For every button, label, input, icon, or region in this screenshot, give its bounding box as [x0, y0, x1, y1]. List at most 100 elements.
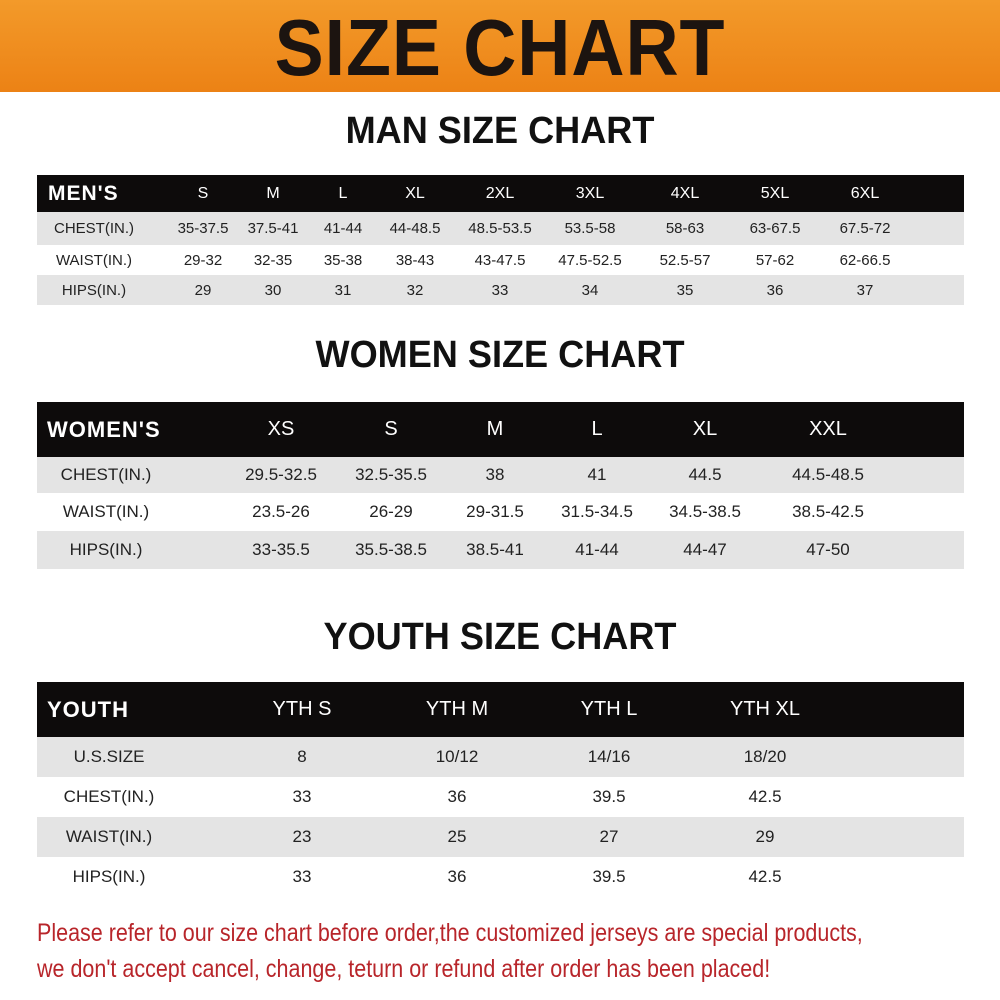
measurement-cell: 37.5-41: [247, 220, 299, 237]
size-header: 2XL: [485, 184, 515, 202]
women-section-title: WOMEN SIZE CHART: [315, 334, 685, 376]
size-header: XL: [692, 418, 718, 440]
size-header: 4XL: [670, 184, 700, 202]
measurement-cell: 44-48.5: [389, 220, 441, 237]
measurement-cell: 29-31.5: [466, 502, 524, 521]
measurement-cell: 43-47.5: [474, 251, 526, 269]
row-label: CHEST(IN.): [63, 787, 155, 806]
measurement-cell: 38.5-42.5: [792, 502, 864, 521]
measurement-cell: 29.5-32.5: [245, 465, 317, 484]
table-row: CHEST(IN.) 33 36 39.5 42.5: [37, 777, 964, 817]
measurement-cell: 44.5-48.5: [792, 465, 864, 484]
row-label: HIPS(IN.): [69, 540, 143, 559]
measurement-cell: 44.5: [688, 465, 722, 484]
table-title-cell: MEN'S: [48, 181, 119, 205]
measurement-cell: 29: [755, 827, 775, 846]
measurement-cell: 32.5-35.5: [355, 465, 427, 484]
table-header-row: YOUTH YTH S YTH M YTH L YTH XL: [37, 682, 964, 737]
measurement-cell: 35: [676, 281, 694, 299]
measurement-cell: 32: [406, 281, 424, 299]
measurement-cell: 35.5-38.5: [355, 540, 427, 559]
table-header-row: MEN'S S M L XL 2XL 3XL 4XL 5XL 6XL: [37, 175, 964, 212]
size-header: XS: [267, 418, 295, 440]
table-row: CHEST(IN.) 35-37.5 37.5-41 41-44 44-48.5 48.5…: [37, 212, 964, 245]
size-header: YTH L: [580, 698, 638, 720]
measurement-cell: 38-43: [395, 251, 435, 269]
measurement-cell: 47-50: [806, 540, 850, 559]
table-row: HIPS(IN.) 33 36 39.5 42.5: [37, 857, 964, 897]
measurement-cell: 67.5-72: [839, 220, 891, 237]
measurement-cell: 33: [292, 787, 312, 806]
measurement-cell: 25: [447, 827, 467, 846]
measurement-cell: 63-67.5: [749, 220, 801, 237]
size-header: L: [338, 184, 348, 202]
table-header-row: WOMEN'S XS S M L XL XXL: [37, 402, 964, 457]
size-header: L: [591, 418, 603, 440]
measurement-cell: 62-66.5: [839, 251, 891, 269]
row-label: HIPS(IN.): [72, 867, 146, 886]
table-row: WAIST(IN.) 23 25 27 29: [37, 817, 964, 857]
notice-line-2: we don't accept cancel, change, teturn o…: [37, 955, 771, 983]
measurement-cell: 34: [581, 281, 599, 299]
row-label: WAIST(IN.): [62, 502, 150, 521]
measurement-cell: 34.5-38.5: [669, 502, 741, 521]
table-row: U.S.SIZE 8 10/12 14/16 18/20: [37, 737, 964, 777]
table-row: HIPS(IN.) 29 30 31 32 33 34 35 36 37: [37, 275, 964, 305]
measurement-cell: 53.5-58: [564, 220, 616, 237]
size-header: M: [486, 418, 504, 440]
measurement-cell: 41: [587, 465, 607, 484]
measurement-cell: 10/12: [435, 747, 479, 766]
measurement-cell: 38: [485, 465, 505, 484]
size-header: YTH XL: [729, 698, 801, 720]
measurement-cell: 18/20: [743, 747, 787, 766]
measurement-cell: 27: [599, 827, 619, 846]
measurement-cell: 29: [194, 281, 212, 299]
measurement-cell: 47.5-52.5: [558, 251, 622, 269]
measurement-cell: 39.5: [592, 867, 626, 886]
measurement-cell: 26-29: [369, 502, 413, 521]
row-label: CHEST(IN.): [60, 465, 152, 484]
measurement-cell: 33: [491, 281, 509, 299]
row-label: WAIST(IN.): [65, 827, 153, 846]
size-header: 6XL: [850, 184, 880, 202]
size-header: M: [266, 184, 280, 202]
table-row: CHEST(IN.) 29.5-32.5 32.5-35.5 38 41 44.5 44.5…: [37, 457, 964, 493]
measurement-cell: 39.5: [592, 787, 626, 806]
measurement-cell: 48.5-53.5: [468, 220, 532, 237]
measurement-cell: 37: [856, 281, 874, 299]
size-header: YTH M: [425, 698, 489, 720]
table-title-cell: YOUTH: [47, 696, 129, 722]
measurement-cell: 30: [264, 281, 282, 299]
measurement-cell: 31.5-34.5: [561, 502, 633, 521]
measurement-cell: 52.5-57: [659, 251, 711, 269]
row-label: U.S.SIZE: [73, 747, 145, 766]
size-header: XXL: [809, 418, 847, 440]
measurement-cell: 35-37.5: [177, 220, 229, 237]
banner-title: SIZE CHART: [274, 3, 726, 92]
measurement-cell: 36: [447, 867, 467, 886]
measurement-cell: 33: [292, 867, 312, 886]
measurement-cell: 36: [766, 281, 784, 299]
size-header: YTH S: [272, 698, 332, 720]
row-label: CHEST(IN.): [54, 220, 134, 237]
measurement-cell: 42.5: [748, 787, 782, 806]
measurement-cell: 35-38: [323, 251, 363, 269]
measurement-cell: 38.5-41: [466, 540, 524, 559]
notice-line-1: Please refer to our size chart before or…: [37, 919, 863, 947]
measurement-cell: 29-32: [183, 251, 223, 269]
measurement-cell: 23.5-26: [252, 502, 310, 521]
table-row: WAIST(IN.) 23.5-26 26-29 29-31.5 31.5-34.5 34…: [37, 493, 964, 531]
measurement-cell: 23: [292, 827, 312, 846]
measurement-cell: 33-35.5: [252, 540, 310, 559]
header-banner: SIZE CHART: [0, 0, 1000, 92]
measurement-cell: 58-63: [665, 220, 705, 237]
measurement-cell: 31: [334, 281, 352, 299]
measurement-cell: 41-44: [575, 540, 619, 559]
size-header: S: [197, 184, 209, 202]
measurement-cell: 57-62: [755, 251, 795, 269]
youth-section-title: YOUTH SIZE CHART: [323, 616, 677, 658]
row-label: WAIST(IN.): [55, 251, 133, 269]
measurement-cell: 36: [447, 787, 467, 806]
men-section-title: MAN SIZE CHART: [345, 110, 655, 152]
measurement-cell: 41-44: [323, 220, 363, 237]
